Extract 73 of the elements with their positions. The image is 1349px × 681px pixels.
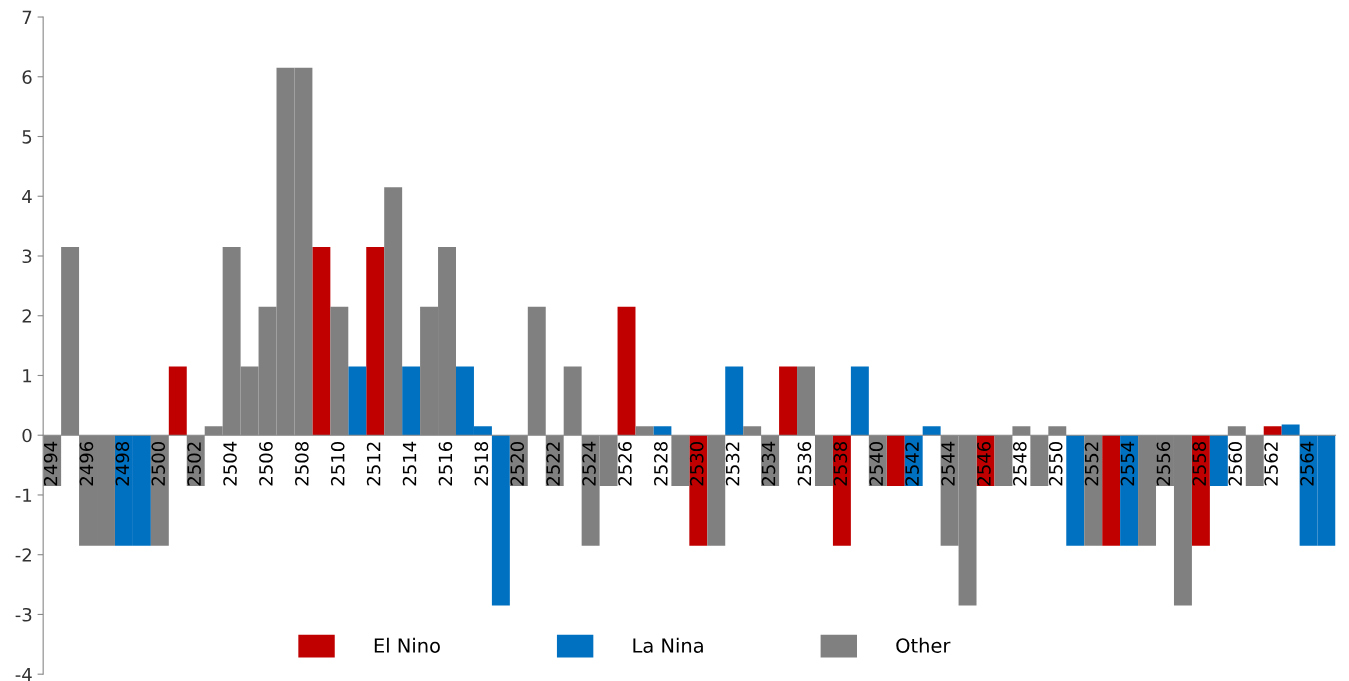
legend-label: Other	[896, 637, 951, 653]
y-tick-label: -4	[15, 667, 32, 681]
x-tick-label: 2494	[43, 441, 58, 486]
x-tick-label: 2516	[438, 441, 453, 486]
bar	[886, 435, 905, 486]
x-tick-label: 2550	[1048, 441, 1063, 486]
y-tick-label: 0	[22, 428, 32, 443]
x-tick-label: 2526	[618, 441, 632, 486]
x-tick-label: 2528	[654, 442, 668, 486]
bar	[402, 366, 421, 436]
x-tick-label: 2530	[689, 441, 704, 486]
x-tick-label: 2548	[1012, 442, 1027, 486]
x-tick-label: 2544	[941, 441, 955, 486]
bar	[653, 426, 672, 436]
x-tick-label: 2534	[761, 441, 776, 486]
bar	[617, 306, 636, 436]
x-tick-label: 2540	[869, 441, 884, 486]
x-tick-label: 2560	[1228, 441, 1243, 486]
bar	[168, 366, 187, 436]
x-tick-label: 2510	[330, 441, 345, 486]
bar	[689, 435, 708, 546]
x-tick-label: 2508	[295, 442, 309, 486]
bar	[725, 366, 744, 436]
y-tick-label: 7	[22, 10, 32, 24]
bar	[850, 366, 869, 436]
x-tick-label: 2498	[115, 442, 130, 486]
x-tick-label: 2556	[1156, 441, 1171, 486]
bar	[1263, 426, 1282, 436]
bar	[779, 366, 798, 436]
x-tick-label: 2500	[151, 441, 166, 486]
y-tick-label: -3	[15, 607, 32, 622]
x-tick-label: 2564	[1300, 441, 1314, 486]
x-tick-label: 2552	[1084, 442, 1099, 486]
x-tick-label: 2522	[546, 442, 560, 486]
legend-label: El Nino	[374, 637, 440, 653]
x-tick-label: 2546	[977, 441, 991, 486]
y-tick-label: 4	[22, 189, 32, 204]
y-tick-label: 2	[22, 309, 31, 323]
x-tick-label: 2506	[259, 441, 273, 486]
x-tick-label: 2532	[725, 442, 740, 486]
x-tick-label: 2514	[402, 441, 417, 486]
y-tick-label: 6	[22, 70, 32, 84]
x-tick-label: 2524	[582, 441, 596, 486]
y-tick-label: -1	[15, 488, 32, 502]
bar	[922, 426, 941, 436]
x-tick-label: 2512	[366, 442, 381, 486]
x-tick-label: 2542	[905, 442, 919, 486]
x-tick-label: 2496	[79, 441, 94, 486]
x-tick-label: 2538	[833, 442, 848, 486]
bar	[366, 247, 385, 436]
x-tick-label: 2520	[510, 441, 525, 486]
bar	[1209, 435, 1228, 486]
x-tick-label: 2536	[797, 441, 812, 486]
bar	[1120, 435, 1139, 546]
x-tick-label: 2558	[1192, 442, 1207, 486]
bar	[1066, 435, 1085, 546]
y-tick-label: 5	[22, 130, 32, 144]
legend-label: La Nina	[633, 637, 703, 653]
x-tick-label: 2502	[187, 442, 201, 486]
x-tick-label: 2554	[1120, 441, 1135, 486]
x-tick-label: 2518	[474, 442, 489, 486]
x-tick-label: 2562	[1264, 442, 1278, 486]
y-tick-label: -2	[15, 548, 31, 562]
bar	[312, 247, 331, 436]
y-tick-label: 1	[23, 369, 32, 383]
bar	[348, 366, 367, 436]
bar	[491, 435, 510, 606]
bar	[1191, 435, 1210, 546]
bar	[1281, 424, 1300, 436]
bar	[832, 435, 851, 546]
x-tick-label: 2504	[223, 441, 237, 486]
bar	[1102, 435, 1121, 546]
y-tick-label: 3	[22, 249, 32, 264]
